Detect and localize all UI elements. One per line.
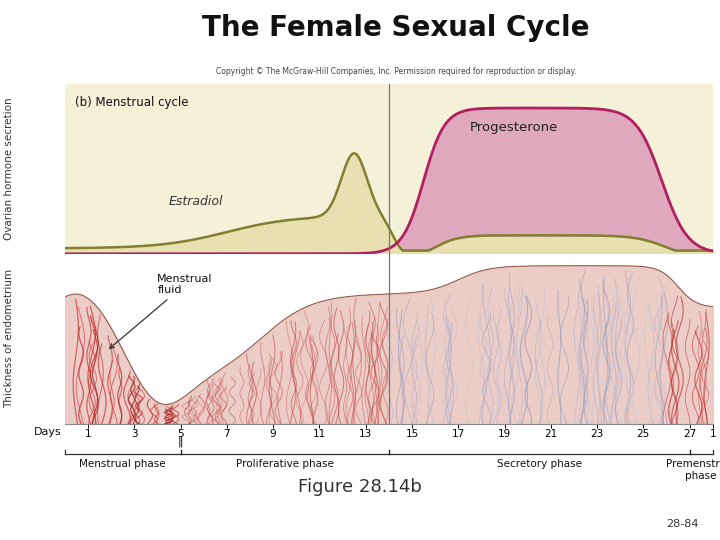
Text: Copyright © The McGraw-Hill Companies, Inc. Permission required for reproduction: Copyright © The McGraw-Hill Companies, I…	[216, 68, 576, 77]
Text: Premenstrual
phase: Premenstrual phase	[666, 459, 720, 481]
Text: 28-84: 28-84	[666, 519, 698, 529]
Text: (b) Menstrual cycle: (b) Menstrual cycle	[75, 96, 188, 109]
Text: Figure 28.14b: Figure 28.14b	[298, 478, 422, 496]
Text: Progesterone: Progesterone	[470, 120, 558, 134]
Text: Proliferative phase: Proliferative phase	[235, 459, 333, 469]
Text: Menstrual
fluid: Menstrual fluid	[109, 274, 213, 348]
Text: Secretory phase: Secretory phase	[497, 459, 582, 469]
Text: Days: Days	[33, 427, 61, 437]
Text: ‖: ‖	[178, 437, 184, 447]
Text: Ovarian hormone secretion: Ovarian hormone secretion	[4, 97, 14, 240]
Text: Thickness of endometrium: Thickness of endometrium	[4, 269, 14, 408]
Text: Estradiol: Estradiol	[169, 195, 223, 208]
Text: Menstrual phase: Menstrual phase	[79, 459, 166, 469]
Text: The Female Sexual Cycle: The Female Sexual Cycle	[202, 14, 590, 42]
